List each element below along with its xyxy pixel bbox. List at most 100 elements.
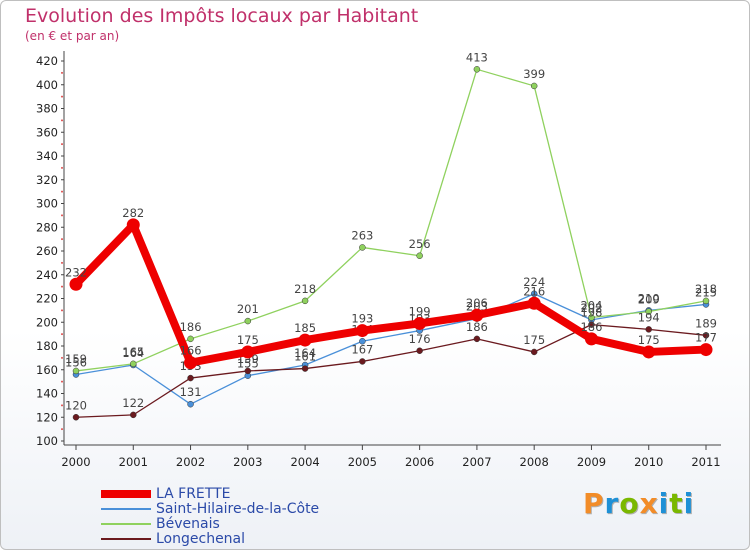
proxiti-logo: Proxiti <box>583 487 694 520</box>
data-label: 282 <box>122 206 144 220</box>
y-minor-dot <box>61 166 63 169</box>
y-tick-label: 120 <box>36 410 58 424</box>
data-label: 161 <box>294 350 316 364</box>
x-tick-label: 2011 <box>691 455 720 469</box>
series-line <box>75 293 707 405</box>
data-label: 159 <box>65 352 87 366</box>
data-point <box>588 321 595 328</box>
y-minor-dot <box>61 261 63 264</box>
y-minor-dot <box>61 333 63 336</box>
y-tick-label: 160 <box>36 363 58 377</box>
data-label: 218 <box>695 282 717 296</box>
data-point <box>130 411 137 419</box>
data-label: 156 <box>65 356 87 370</box>
y-tick-label: 300 <box>36 197 58 211</box>
data-point <box>702 297 710 305</box>
data-point <box>645 326 652 333</box>
data-label: 413 <box>466 50 488 64</box>
data-point <box>359 244 366 251</box>
y-tick-label: 280 <box>36 220 58 234</box>
y-minor-dot <box>61 190 63 193</box>
data-label: 224 <box>523 275 545 289</box>
y-minor-dot <box>61 143 63 146</box>
y-minor-dot <box>61 356 63 359</box>
data-label: 218 <box>294 282 316 296</box>
data-point <box>72 367 80 375</box>
data-label: 201 <box>237 302 259 316</box>
y-tick-label: 140 <box>36 387 58 401</box>
x-tick-label: 2004 <box>290 455 319 469</box>
x-tick-label: 2001 <box>119 455 148 469</box>
y-tick-label: 320 <box>36 173 58 187</box>
data-point <box>584 332 598 346</box>
logo-letter: x <box>639 487 659 520</box>
x-tick-label: 2007 <box>462 455 491 469</box>
y-tick-label: 400 <box>36 78 58 92</box>
y-tick-label: 360 <box>36 125 58 139</box>
data-label: 185 <box>294 321 316 335</box>
data-point <box>642 345 656 359</box>
series-line <box>75 323 707 418</box>
data-label: 209 <box>638 293 660 307</box>
data-label: 155 <box>237 357 259 371</box>
data-label: 194 <box>638 310 660 324</box>
legend-label: LA FRETTE <box>156 486 231 502</box>
data-point <box>527 296 541 310</box>
logo-letter: t <box>669 487 684 520</box>
data-label: 186 <box>580 320 602 334</box>
data-point <box>359 338 366 345</box>
data-label: 204 <box>580 299 602 313</box>
y-minor-dot <box>61 238 63 241</box>
logo-letter: o <box>619 487 640 520</box>
data-point <box>130 360 137 368</box>
legend-swatch <box>101 508 151 510</box>
data-label: 206 <box>466 296 488 310</box>
data-label: 186 <box>466 320 488 334</box>
y-tick-label: 240 <box>36 268 58 282</box>
legend-swatch <box>101 538 151 540</box>
data-label: 256 <box>409 237 431 251</box>
data-point <box>126 218 140 232</box>
data-point <box>699 343 713 357</box>
data-label: 177 <box>695 331 717 345</box>
data-label: 186 <box>180 320 202 334</box>
chart-title: Evolution des Impôts locaux par Habitant <box>25 5 419 27</box>
data-point <box>301 297 309 305</box>
data-label: 164 <box>122 346 144 360</box>
x-tick-label: 2010 <box>634 455 663 469</box>
data-label: 175 <box>523 333 545 347</box>
x-tick-label: 2002 <box>176 455 205 469</box>
data-point <box>187 335 194 343</box>
data-point <box>530 82 538 90</box>
y-minor-dot <box>61 71 63 74</box>
logo-letter: r <box>604 487 620 520</box>
data-label: 215 <box>695 285 717 299</box>
data-label: 165 <box>122 345 144 359</box>
data-label: 189 <box>695 316 717 330</box>
legend-label: Saint-Hilaire-de-la-Côte <box>156 501 320 517</box>
data-point <box>244 367 252 375</box>
x-tick-label: 2000 <box>61 455 90 469</box>
x-tick-label: 2008 <box>520 455 549 469</box>
data-point <box>416 347 423 354</box>
data-label: 202 <box>580 301 602 315</box>
logo-letter: P <box>583 487 605 520</box>
data-point <box>301 365 309 372</box>
legend-label: Bévenais <box>156 516 220 532</box>
y-tick-label: 100 <box>36 434 58 448</box>
data-label: 232 <box>65 265 87 279</box>
y-minor-dot <box>61 95 63 98</box>
data-point <box>588 314 595 321</box>
data-label: 399 <box>523 67 545 81</box>
data-label: 122 <box>122 396 144 410</box>
data-label: 210 <box>638 291 660 305</box>
legend-label: Longechenal <box>156 531 246 547</box>
logo-letter: i <box>658 487 670 520</box>
x-tick-label: 2005 <box>348 455 377 469</box>
data-point <box>184 356 198 370</box>
data-point <box>244 317 252 325</box>
chart-subtitle: (en € et par an) <box>25 29 120 43</box>
data-point <box>355 324 369 338</box>
